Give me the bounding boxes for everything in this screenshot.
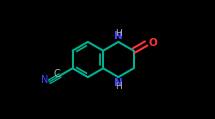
Text: C: C [54, 69, 60, 79]
Text: N: N [41, 75, 49, 85]
Text: O: O [149, 38, 158, 48]
Text: H: H [115, 29, 122, 38]
Text: N: N [114, 78, 123, 88]
Text: H: H [115, 82, 122, 91]
Text: N: N [114, 31, 123, 41]
